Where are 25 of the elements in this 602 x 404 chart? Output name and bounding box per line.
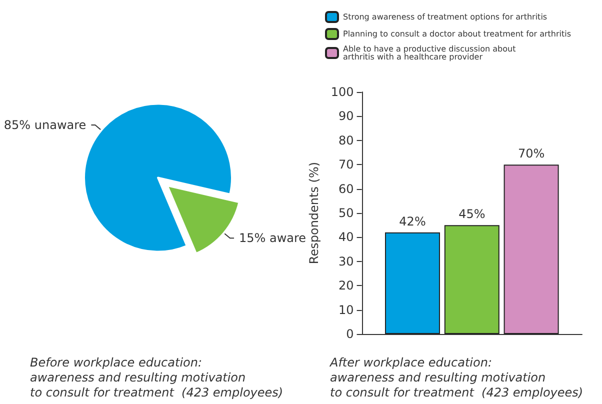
y-tick-label: 100 <box>330 85 354 99</box>
y-tick-label: 10 <box>338 302 354 317</box>
text: Before workplace education: awareness and resulting motivation to consult for treatment (423 employees) <box>30 356 284 400</box>
bar <box>385 232 440 334</box>
y-tick-label: 0 <box>346 327 354 341</box>
data-label: 45% <box>458 207 486 222</box>
y-tick-label: 70 <box>338 158 354 172</box>
data-label: 42% <box>399 214 426 228</box>
bar <box>444 225 500 334</box>
y-tick-label: 30 <box>338 254 354 268</box>
data-label: 70% <box>518 146 545 161</box>
legend-label: Planning to consult a doctor about treatment for arthritis <box>343 30 572 38</box>
slice-label: 15% aware <box>239 231 306 246</box>
y-tick-label: 40 <box>338 230 354 244</box>
slice-label: 85% unaware <box>4 118 86 132</box>
bar <box>504 164 559 334</box>
y-tick-label: 50 <box>338 206 354 220</box>
y-tick-label: 60 <box>338 182 354 196</box>
legend-label: Strong awareness of treatment options for arthritis <box>343 12 548 22</box>
text: After workplace education: awareness and resulting motivation to consult for treatment (423 employees) <box>329 356 584 400</box>
y-tick-label: 90 <box>338 109 354 124</box>
y-tick-label: 80 <box>338 133 354 148</box>
y-tick-label: 20 <box>338 278 354 293</box>
y-axis-title: Respondents (%) <box>307 162 321 264</box>
legend-label: Able to have a productive discussion about arthritis with a healthcare provider <box>343 44 516 62</box>
